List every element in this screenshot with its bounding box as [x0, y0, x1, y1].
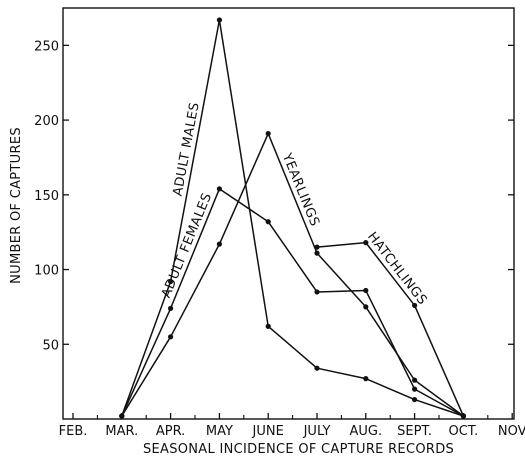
series-lines — [121, 19, 465, 417]
y-tick-label: 200 — [34, 114, 59, 129]
data-point — [265, 219, 271, 225]
x-tick-label: JUNE — [252, 424, 284, 439]
data-point — [216, 241, 222, 247]
y-tick-label: 150 — [34, 189, 59, 204]
data-point — [363, 287, 369, 294]
data-point — [216, 186, 222, 192]
y-tick-label: 100 — [34, 264, 59, 279]
x-tick-label: MAR. — [105, 424, 138, 439]
data-point — [216, 17, 222, 23]
data-point — [119, 413, 125, 419]
series-line — [121, 19, 464, 417]
x-tick-label: JULY — [303, 424, 331, 439]
x-tick-label: MAY — [206, 424, 233, 439]
series-line — [121, 188, 464, 417]
plot-frame — [62, 7, 515, 420]
x-tick-label: SEPT. — [397, 424, 432, 439]
data-point — [168, 334, 174, 340]
x-tick-label: AUG. — [349, 424, 382, 439]
series-label: ADULT FEMALES — [159, 191, 215, 300]
y-tick-label: 250 — [34, 39, 59, 54]
data-point — [363, 304, 369, 310]
data-point — [314, 365, 320, 371]
data-point — [412, 396, 418, 403]
axes: 50 100 150 200 250 FEB. MAR. APR. MAY JUNE JULY AUG… — [34, 7, 525, 439]
data-point — [265, 323, 271, 329]
data-point — [314, 244, 320, 250]
data-points — [119, 17, 466, 419]
data-point — [168, 305, 174, 312]
series-label: HATCHLINGS — [364, 230, 430, 309]
data-point — [412, 386, 418, 392]
x-tick-label: FEB. — [59, 424, 88, 439]
series-line — [121, 132, 464, 417]
data-point — [363, 240, 369, 246]
data-point — [314, 289, 320, 295]
series-line — [316, 241, 465, 417]
data-point — [314, 250, 320, 256]
x-tick-label: OCT. — [448, 424, 478, 439]
series-label: YEARLINGS — [278, 150, 322, 229]
data-point — [168, 278, 174, 285]
x-axis-title: SEASONAL INCIDENCE OF CAPTURE RECORDS — [143, 442, 454, 457]
data-point — [412, 377, 418, 383]
x-tick-label: APR. — [156, 424, 185, 439]
data-point — [412, 302, 418, 309]
y-tick-label: 50 — [42, 338, 59, 353]
data-point — [265, 130, 271, 137]
x-tick-label: NOV — [498, 424, 525, 439]
data-point — [460, 413, 466, 419]
series-label: ADULT MALES — [171, 101, 203, 197]
y-axis-title: NUMBER OF CAPTURES — [9, 127, 24, 284]
data-point — [363, 376, 369, 382]
